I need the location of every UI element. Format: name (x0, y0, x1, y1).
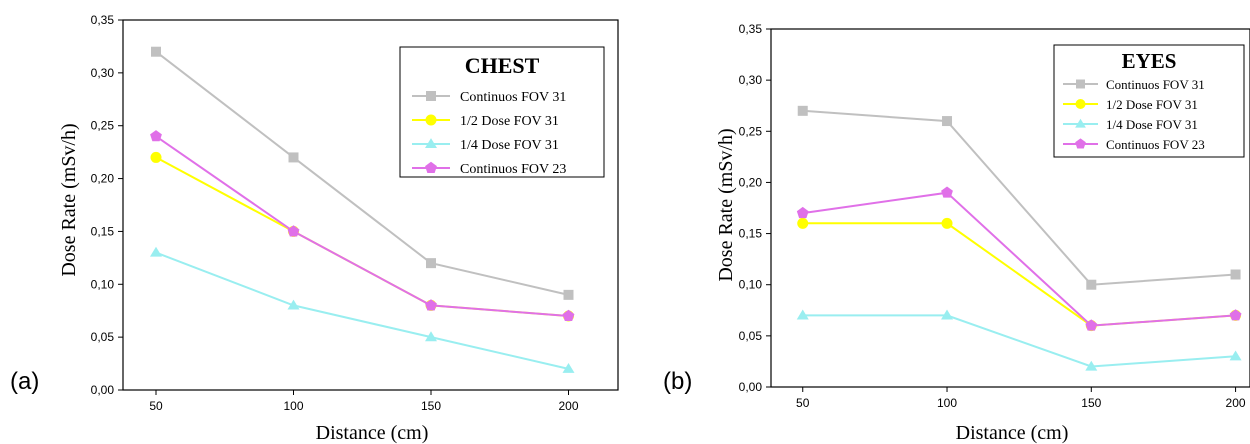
eyes-series-line (802, 109, 1236, 286)
eyes-y-tick-label: 0,20 (739, 175, 763, 189)
chest-data-point (288, 152, 299, 163)
eyes-legend-marker (1075, 118, 1086, 128)
eyes-legend-marker (1075, 99, 1086, 109)
chest-data-point (150, 151, 162, 163)
eyes-y-tick-label: 0,10 (739, 278, 763, 292)
eyes-data-point (1229, 309, 1242, 321)
eyes-legend-title: EYES (1122, 49, 1177, 73)
chest-series-3 (150, 246, 575, 373)
chest-series-line (155, 251, 569, 370)
eyes-plot-frame (770, 28, 1250, 388)
chest-series-line (155, 135, 569, 317)
eyes-legend-entry: Continuos FOV 31 (1106, 77, 1205, 92)
eyes-x-tick-label: 50 (796, 396, 810, 410)
chest-legend-entry: 1/2 Dose FOV 31 (460, 114, 559, 129)
chest-data-point (287, 299, 300, 310)
eyes-series-line (802, 222, 1236, 327)
panel-a-label: (a) (10, 368, 39, 395)
chest-y-tick-label: 0,00 (91, 383, 115, 397)
chest-data-point (562, 363, 575, 373)
eyes-data-point (797, 105, 808, 116)
eyes-data-point (1085, 360, 1098, 371)
eyes-data-point (942, 116, 953, 127)
eyes-series-2 (797, 217, 1242, 332)
chest-data-point (425, 299, 437, 311)
chest-legend-marker (425, 161, 437, 174)
chest-legend-box (399, 46, 605, 178)
eyes-y-tick-label: 0,35 (739, 22, 763, 36)
eyes-y-tick-label: 0,30 (739, 73, 763, 87)
chest-legend-entry: 1/4 Dose FOV 31 (460, 138, 559, 153)
eyes-x-axis-label: Distance (cm) (956, 422, 1069, 444)
chest-series-1 (151, 46, 574, 300)
chest-y-tick-label: 0,30 (91, 66, 115, 80)
chest-series-4 (150, 130, 575, 322)
eyes-legend-entry: 1/2 Dose FOV 31 (1106, 97, 1198, 112)
eyes-legend: EYES Continuos FOV 31 1/2 Dose FOV 31 1/4 … (1053, 44, 1245, 158)
eyes-data-point (1086, 279, 1097, 290)
chest-data-point (562, 309, 575, 322)
chest-legend-entry: Continuos FOV 31 (460, 90, 566, 105)
eyes-data-point (796, 309, 809, 320)
eyes-legend-marker (1075, 138, 1086, 149)
chest-data-point (425, 331, 437, 342)
eyes-y-tick-label: 0,25 (739, 124, 763, 138)
eyes-series-3 (796, 309, 1242, 371)
chest-y-tick-label: 0,35 (91, 13, 115, 27)
eyes-legend-entry: Continuos FOV 23 (1106, 137, 1205, 152)
chest-data-point (563, 289, 574, 300)
eyes-y-axis-label: Dose Rate (mSv/h) (715, 128, 737, 281)
eyes-series-1 (797, 105, 1241, 290)
chest-data-point (151, 46, 161, 57)
eyes-x-tick-label: 100 (937, 396, 957, 410)
eyes-data-point (796, 206, 809, 219)
eyes-series-line (802, 191, 1236, 327)
chest-y-tick-label: 0,25 (91, 119, 115, 133)
panel-b-label: (b) (663, 368, 692, 395)
chest-legend-marker (425, 138, 437, 149)
eyes-y-tick-label: 0,00 (739, 380, 763, 394)
eyes-data-point (941, 217, 953, 229)
chest-data-point (287, 225, 300, 237)
chest-y-tick-label: 0,20 (91, 172, 115, 186)
chest-series-line (155, 50, 569, 296)
chest-series-line (155, 156, 569, 317)
eyes-data-point (797, 217, 809, 229)
eyes-y-tick-label: 0,15 (739, 227, 763, 241)
eyes-data-point (1229, 350, 1242, 361)
chest-x-tick-label: 200 (558, 399, 578, 413)
chest-legend-title: CHEST (465, 53, 540, 78)
chest-data-point (150, 246, 162, 257)
eyes-data-point (941, 309, 954, 320)
chest-x-axis-label: Distance (cm) (316, 422, 429, 444)
eyes-x-tick-label: 200 (1226, 396, 1246, 410)
chest-plot-frame (122, 19, 619, 391)
chest-legend-marker (425, 114, 437, 126)
chest-data-point (150, 130, 162, 142)
eyes-series-line (802, 314, 1236, 368)
chest-x-tick-label: 150 (421, 399, 441, 413)
eyes-chart: Dose Rate (mSv/h) Distance (cm) EYES Con… (715, 22, 1250, 444)
eyes-x-tick-label: 150 (1081, 396, 1101, 410)
chest-legend-entry: Continuos FOV 23 (460, 162, 566, 177)
chest-chart: Dose Rate (mSv/h) Distance (cm) CHEST Co… (58, 13, 619, 444)
chest-y-tick-label: 0,05 (91, 330, 115, 344)
eyes-legend-box (1053, 44, 1245, 158)
chest-data-point (426, 258, 436, 269)
chest-y-tick-label: 0,10 (91, 277, 115, 291)
chest-y-tick-label: 0,15 (91, 224, 115, 238)
eyes-data-point (1230, 269, 1241, 280)
chest-legend-marker (426, 91, 436, 101)
chest-x-tick-label: 100 (283, 399, 303, 413)
chest-x-tick-label: 50 (149, 399, 163, 413)
eyes-y-tick-label: 0,05 (739, 329, 763, 343)
eyes-legend-entry: 1/4 Dose FOV 31 (1106, 117, 1198, 132)
chest-legend: CHEST Continuos FOV 31 1/2 Dose FOV 31 1/4… (399, 46, 605, 178)
eyes-data-point (1085, 319, 1098, 331)
eyes-legend-marker (1076, 79, 1085, 89)
eyes-series-4 (796, 186, 1242, 331)
chest-y-axis-label: Dose Rate (mSv/h) (58, 123, 80, 276)
eyes-data-point (941, 186, 953, 198)
